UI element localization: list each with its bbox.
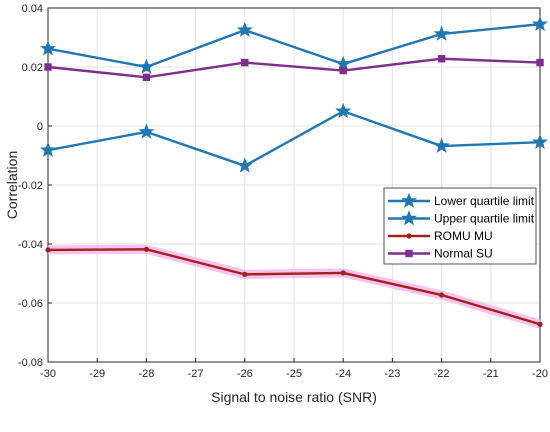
legend-marker-upper-quartile-limit [401,210,417,226]
y-tick-label: 0 [37,121,43,133]
y-tick-label: -0.06 [18,298,43,310]
x-tick-label: -27 [188,368,204,380]
legend-label-lower-quartile-limit: Lower quartile limit [434,194,535,208]
y-tick-label: 0.04 [22,3,43,15]
data-point-lower-quartile-limit [532,133,548,149]
x-tick-label: -25 [286,368,302,380]
y-tick-label: -0.04 [18,239,43,251]
legend-label-romu-mu: ROMU MU [434,229,493,243]
x-tick-label: -29 [89,368,105,380]
data-point-romu-mu [537,321,543,327]
data-point-normal-su [437,55,446,63]
data-point-romu-mu [242,271,248,277]
series-line-upper-quartile-limit [47,23,541,69]
y-tick-label: -0.08 [18,357,43,369]
legend-label-upper-quartile-limit: Upper quartile limit [434,212,535,226]
y-axis-ticks: -0.08 -0.06 -0.04 -0.02 0 0.02 0.04 [18,3,52,369]
series-line-lower-quartile-limit [47,110,541,168]
data-point-lower-quartile-limit [40,141,56,157]
data-point-romu-mu [143,246,149,252]
x-tick-label: -26 [237,368,253,380]
x-axis-ticks: -30 -29 -28 -27 -26 -25 -24 -23 -22 -21 -20 [40,358,548,380]
data-point-upper-quartile-limit [236,21,253,37]
legend-marker-romu-mu [406,233,412,239]
y-tick-label: -0.02 [18,180,43,192]
legend-label-normal-su: Normal SU [434,247,493,261]
x-tick-label: -21 [483,368,499,380]
data-point-romu-mu [45,247,51,253]
data-point-lower-quartile-limit [335,102,352,118]
data-point-normal-su [536,58,544,67]
legend-marker-normal-su [405,249,413,258]
data-point-lower-quartile-limit [138,123,155,139]
series-line-romu-mu [47,248,541,326]
y-tick-label: 0.02 [22,62,43,74]
x-tick-label: -24 [335,368,351,380]
x-tick-label: -28 [138,368,154,380]
data-point-romu-mu [340,270,346,276]
data-point-upper-quartile-limit [532,15,548,31]
series-line-normal-su [47,57,541,79]
x-tick-label: -23 [384,368,400,380]
legend: Lower quartile limit Upper quartile limit… [383,187,537,265]
data-point-lower-quartile-limit [236,157,253,173]
x-tick-label: -30 [40,368,56,380]
data-point-normal-su [142,73,151,82]
series-lines [40,15,548,329]
data-point-normal-su [44,63,52,71]
x-tick-label: -22 [434,368,450,380]
legend-marker-lower-quartile-limit [401,192,417,208]
data-point-upper-quartile-limit [433,25,450,41]
x-tick-label: -20 [532,368,548,380]
data-point-lower-quartile-limit [433,137,450,153]
data-point-normal-su [241,58,249,67]
data-point-normal-su [339,66,347,75]
data-point-upper-quartile-limit [138,58,155,74]
data-point-upper-quartile-limit [40,40,56,56]
data-point-romu-mu [439,292,445,298]
x-axis-title: Signal to noise ratio (SNR) [211,389,377,405]
y-axis-title: Correlation [4,151,20,219]
